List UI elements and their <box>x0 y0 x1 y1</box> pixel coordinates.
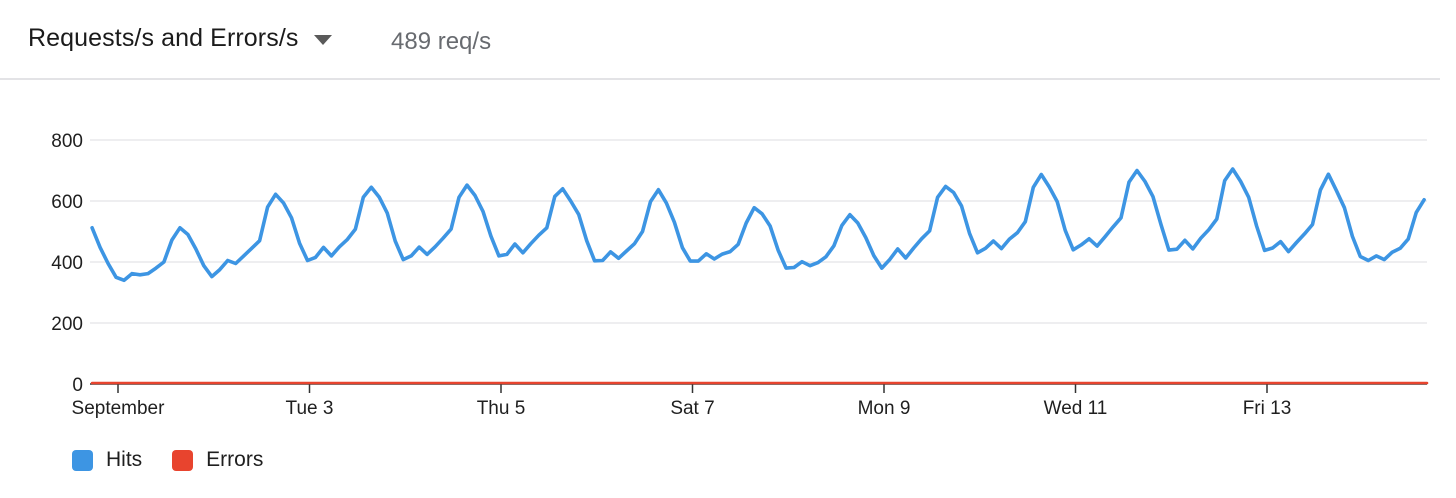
series-lines <box>90 167 1429 385</box>
x-axis: September Tue 3 Thu 5 Sat 7 Mon 9 Wed 11 Fri 1… <box>72 383 1427 419</box>
metric-selector[interactable]: Requests/s and Errors/s <box>28 24 333 53</box>
legend-item-hits[interactable]: Hits <box>72 448 142 472</box>
y-tick-label-800: 800 <box>51 131 83 152</box>
chart-title: Requests/s and Errors/s <box>28 24 299 52</box>
y-tick-label-600: 600 <box>51 192 83 213</box>
y-axis-labels: 0 200 400 600 800 <box>51 131 83 396</box>
legend-label-errors: Errors <box>206 448 264 471</box>
x-tick-label-3: Sat 7 <box>670 398 714 419</box>
x-tick-label-6: Fri 13 <box>1243 398 1292 419</box>
series-line-hits[interactable] <box>90 167 1426 283</box>
current-rate: 489 req/s <box>391 28 492 55</box>
y-tick-label-0: 0 <box>72 375 83 396</box>
legend-swatch-hits <box>72 449 93 471</box>
y-tick-label-400: 400 <box>51 253 83 274</box>
legend-item-errors[interactable]: Errors <box>172 448 263 472</box>
chevron-down-icon <box>314 35 333 45</box>
x-tick-label-2: Thu 5 <box>477 398 526 419</box>
legend-label-hits: Hits <box>106 448 143 471</box>
legend-swatch-errors <box>172 449 194 471</box>
y-tick-label-200: 200 <box>51 314 83 335</box>
line-chart[interactable]: 0 200 400 600 800 September Tue 3 Thu 5 Sat 7 Mo… <box>0 80 1456 420</box>
x-tick-label-5: Wed 11 <box>1044 398 1108 419</box>
x-tick-label-1: Tue 3 <box>286 398 334 419</box>
chart-legend: Hits Errors <box>72 448 293 472</box>
x-tick-label-0: September <box>72 398 166 419</box>
x-tick-label-4: Mon 9 <box>858 398 911 419</box>
grid-lines <box>90 139 1427 324</box>
chart-header: Requests/s and Errors/s 489 req/s <box>0 0 1440 80</box>
